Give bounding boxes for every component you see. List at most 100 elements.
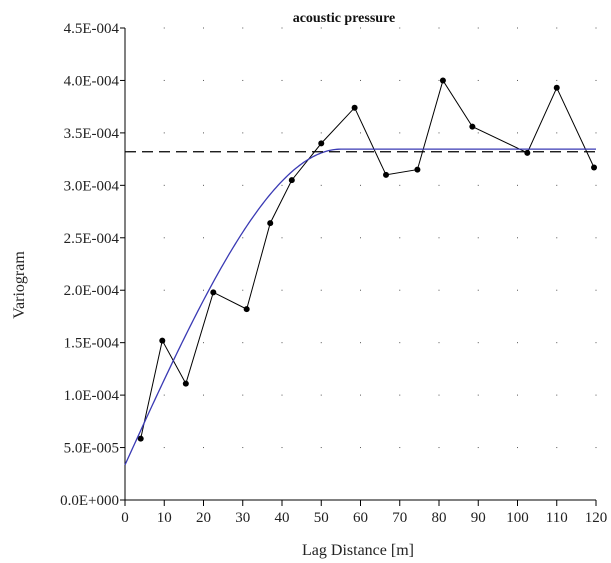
y-tick-label: 2.5E-004	[64, 231, 120, 247]
grid-dot	[556, 132, 558, 134]
grid-dot	[242, 132, 244, 134]
x-tick-label: 70	[392, 510, 407, 526]
grid-dot	[595, 27, 597, 29]
data-point	[243, 306, 250, 313]
grid-dot	[320, 132, 322, 134]
grid-dot	[477, 184, 479, 186]
x-tick-label: 0	[121, 510, 129, 526]
x-axis-ticks: 0 10 20 30 40 50 60 70 80 90 100 110 120	[121, 500, 607, 526]
grid-dot	[242, 342, 244, 344]
data-point	[553, 84, 560, 91]
y-tick-label: 2.0E-004	[64, 283, 120, 299]
grid-dot	[242, 237, 244, 239]
grid-dot	[320, 394, 322, 396]
x-tick-label: 60	[353, 510, 368, 526]
grid-dot	[438, 289, 440, 291]
grid-dot	[477, 447, 479, 449]
grid-dot	[556, 342, 558, 344]
grid-dot	[360, 79, 361, 81]
data-point	[439, 77, 446, 84]
x-tick-label: 40	[275, 510, 290, 526]
y-tick-label: 1.5E-004	[64, 336, 120, 352]
grid-dot	[399, 132, 401, 134]
grid-dot	[320, 289, 322, 291]
grid-dot	[163, 237, 165, 239]
grid-dot	[163, 394, 165, 396]
y-tick-label: 3.0E-004	[64, 178, 120, 194]
grid-dot	[517, 289, 518, 291]
grid-dot	[556, 289, 558, 291]
y-tick-label: 4.5E-004	[64, 21, 120, 37]
data-point	[159, 337, 166, 344]
grid-dot	[517, 132, 518, 134]
data-point	[318, 140, 325, 147]
grid-dot	[281, 184, 283, 186]
grid-dot	[281, 289, 283, 291]
data-point	[591, 164, 598, 171]
grid-dot	[399, 447, 401, 449]
y-tick-label: 5.0E-005	[64, 441, 119, 457]
x-tick-label: 110	[546, 510, 568, 526]
grid-dot	[595, 289, 597, 291]
grid-dot	[163, 27, 165, 29]
grid-dot	[242, 447, 244, 449]
grid-points	[163, 27, 597, 449]
grid-dot	[320, 237, 322, 239]
grid-dot	[399, 394, 401, 396]
grid-dot	[556, 237, 558, 239]
x-tick-label: 120	[585, 510, 608, 526]
grid-dot	[556, 79, 558, 81]
grid-dot	[320, 27, 322, 29]
grid-dot	[163, 447, 165, 449]
grid-dot	[517, 447, 518, 449]
grid-dot	[360, 184, 361, 186]
grid-dot	[595, 447, 597, 449]
grid-dot	[281, 447, 283, 449]
chart-title: acoustic pressure	[293, 11, 396, 26]
grid-dot	[477, 237, 479, 239]
grid-dot	[438, 132, 440, 134]
model-curve	[124, 148, 596, 466]
x-tick-label: 20	[196, 510, 211, 526]
x-tick-label: 80	[432, 510, 447, 526]
grid-dot	[360, 237, 361, 239]
grid-dot	[203, 184, 204, 186]
grid-dot	[438, 447, 440, 449]
grid-dot	[203, 132, 204, 134]
grid-dot	[399, 342, 401, 344]
data-point	[383, 171, 390, 178]
grid-dot	[477, 79, 479, 81]
grid-dot	[163, 79, 165, 81]
y-tick-label: 0.0E+000	[60, 493, 119, 509]
data-point	[267, 220, 274, 227]
grid-dot	[242, 184, 244, 186]
grid-dot	[595, 79, 597, 81]
x-tick-label: 50	[314, 510, 329, 526]
grid-dot	[203, 447, 204, 449]
grid-dot	[320, 79, 322, 81]
grid-dot	[595, 237, 597, 239]
x-tick-label: 90	[471, 510, 486, 526]
grid-dot	[477, 342, 479, 344]
grid-dot	[281, 79, 283, 81]
grid-dot	[203, 394, 204, 396]
y-axis-ticks: 0.0E+000 5.0E-005 1.0E-004 1.5E-004 2.0E-004…	[60, 21, 125, 509]
data-point	[414, 166, 421, 173]
grid-dot	[360, 342, 361, 344]
grid-dot	[281, 27, 283, 29]
grid-dot	[438, 237, 440, 239]
series-layer	[124, 77, 598, 466]
grid-dot	[517, 79, 518, 81]
grid-dot	[595, 132, 597, 134]
grid-dot	[360, 447, 361, 449]
grid-dot	[360, 27, 361, 29]
data-point	[182, 380, 189, 387]
grid-dot	[477, 394, 479, 396]
grid-dot	[517, 342, 518, 344]
grid-dot	[242, 27, 244, 29]
grid-dot	[399, 237, 401, 239]
y-axis-title: Variogram	[11, 251, 28, 319]
grid-dot	[203, 27, 204, 29]
grid-dot	[517, 27, 518, 29]
grid-dot	[163, 132, 165, 134]
